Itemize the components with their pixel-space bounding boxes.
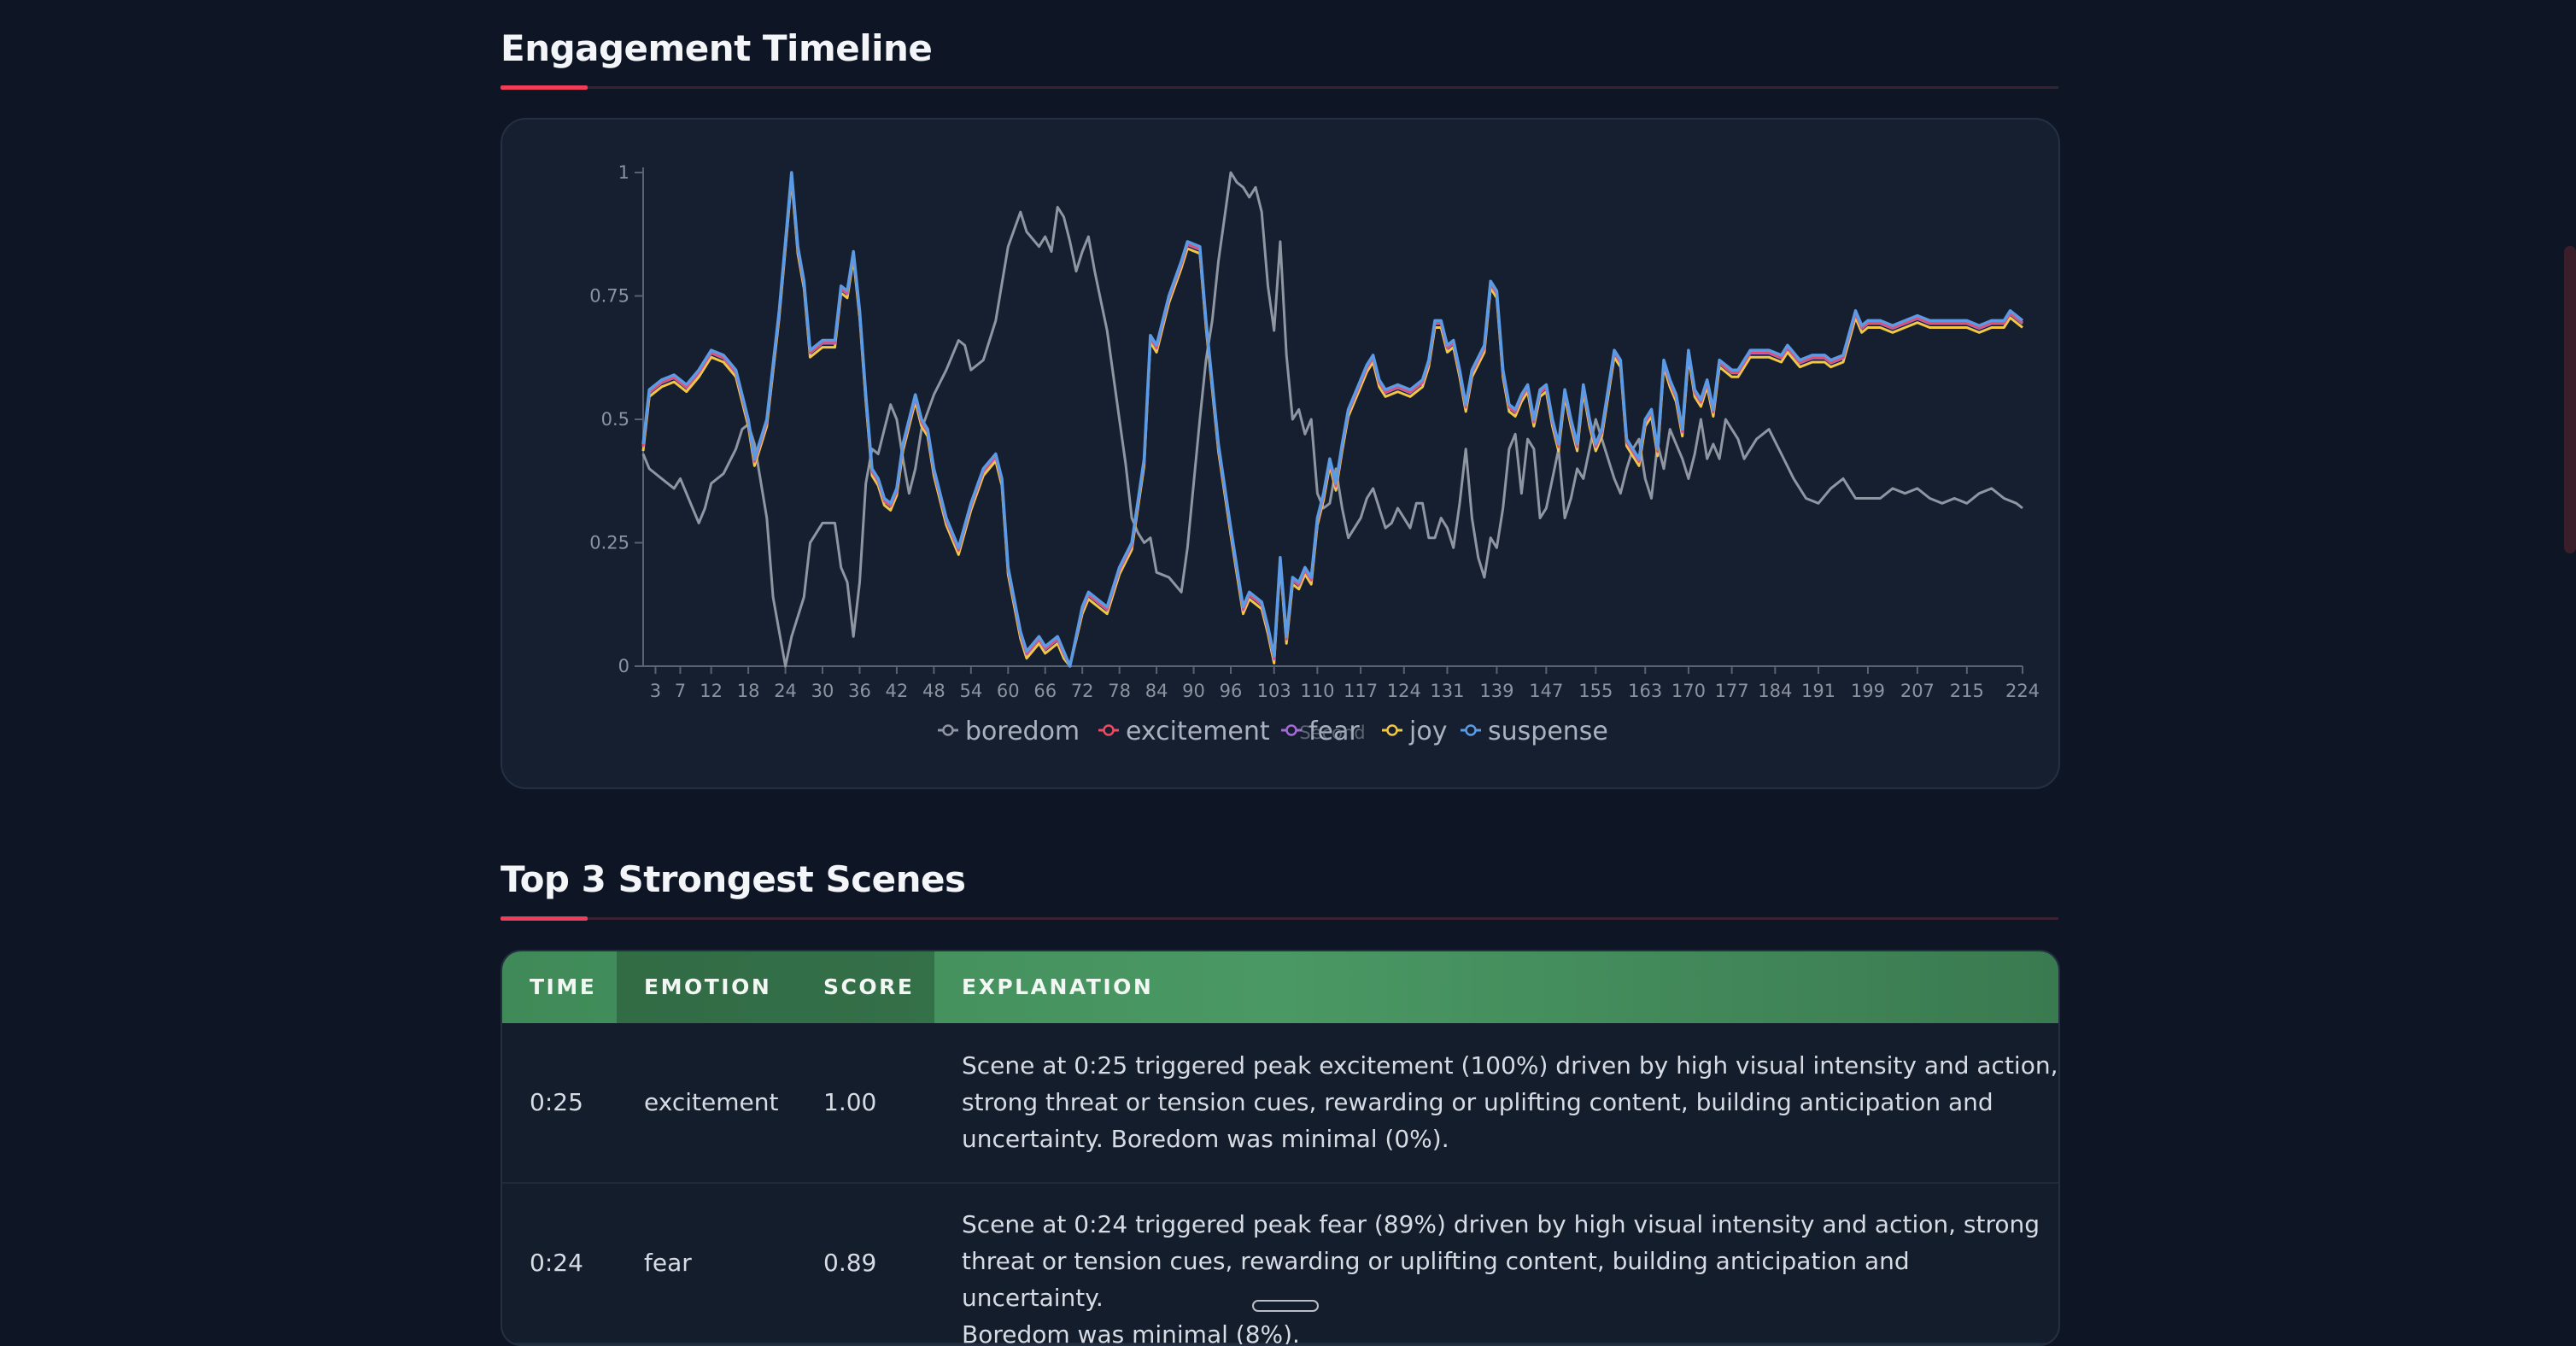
- top-scenes-title-rule: [501, 916, 2058, 921]
- row-time: 0:25: [530, 1088, 583, 1116]
- x-tick-label: 139: [1479, 681, 1513, 701]
- engagement-chart-card: 0 0.25 0.5 0.75 1 3 7 12 18 24 30 36 42 48 54 60 66 72 78 8…: [501, 118, 2060, 789]
- engagement-title-accent: [501, 85, 588, 90]
- series-line-suspense: [641, 171, 2024, 668]
- x-tick-label: 170: [1671, 681, 1706, 701]
- y-tick-label: 1: [618, 162, 629, 183]
- x-tick-label: 110: [1300, 681, 1334, 701]
- top-scenes-table: TIME EMOTION SCORE EXPLANATION 0:25 exci…: [501, 950, 2060, 1346]
- x-tick-label: 7: [675, 681, 686, 701]
- legend-marker-suspense: [1465, 724, 1477, 736]
- x-tick-label: 18: [737, 681, 760, 701]
- legend-label-excitement: excitement: [1126, 717, 1270, 746]
- explanation-line: Boredom was minimal (8%).: [962, 1320, 1300, 1346]
- x-tick-label: 124: [1387, 681, 1421, 701]
- page-scrollbar[interactable]: [2564, 246, 2576, 553]
- column-header-emotion[interactable]: EMOTION: [617, 951, 796, 1023]
- y-tick-label: 0: [618, 656, 629, 676]
- x-tick-label: 199: [1851, 681, 1885, 701]
- row-emotion: fear: [644, 1249, 692, 1277]
- x-axis-title: Second: [1299, 723, 1365, 743]
- explanation-line: strong threat or tension cues, rewarding…: [962, 1088, 1993, 1116]
- table-row: 0:25 excitement 1.00 Scene at 0:25 trigg…: [502, 1023, 2058, 1184]
- x-tick-label: 60: [997, 681, 1020, 701]
- x-tick-label: 12: [700, 681, 723, 701]
- x-tick-label: 54: [959, 681, 982, 701]
- series-line-fear: [641, 174, 2023, 668]
- legend-label-joy: joy: [1408, 717, 1447, 746]
- explanation-line: uncertainty. Boredom was minimal (0%).: [962, 1125, 1449, 1153]
- x-tick-label: 163: [1628, 681, 1662, 701]
- x-tick-label: 103: [1257, 681, 1291, 701]
- x-tick-label: 207: [1900, 681, 1935, 701]
- x-tick-label: 24: [774, 681, 797, 701]
- row-emotion: excitement: [644, 1088, 779, 1116]
- row-time: 0:24: [530, 1249, 583, 1277]
- explanation-line: threat or tension cues, rewarding or upl…: [962, 1247, 1910, 1312]
- x-tick-label: 42: [886, 681, 909, 701]
- table-header: TIME EMOTION SCORE EXPLANATION: [502, 951, 2058, 1023]
- x-tick-label: 117: [1344, 681, 1378, 701]
- series-line-joy: [641, 178, 2023, 668]
- engagement-timeline-title: Engagement Timeline: [501, 27, 933, 69]
- x-tick-label: 147: [1529, 681, 1563, 701]
- row-explanation: Scene at 0:24 triggered peak fear (89%) …: [962, 1206, 2058, 1346]
- legend-label-boredom: boredom: [965, 717, 1080, 746]
- x-tick-label: 48: [922, 681, 946, 701]
- x-tick-label: 96: [1220, 681, 1243, 701]
- series-line-boredom: [641, 171, 2023, 668]
- x-tick-label: 177: [1715, 681, 1749, 701]
- legend-label-suspense: suspense: [1488, 717, 1608, 746]
- y-tick-label: 0.5: [601, 409, 629, 430]
- legend-marker-fear: [1285, 724, 1297, 736]
- x-tick-label: 191: [1801, 681, 1835, 701]
- x-tick-label: 66: [1033, 681, 1057, 701]
- column-header-score[interactable]: SCORE: [796, 951, 934, 1023]
- x-tick-label: 90: [1182, 681, 1205, 701]
- scroll-indicator-pill[interactable]: [1252, 1300, 1319, 1312]
- row-score: 0.89: [823, 1249, 877, 1277]
- explanation-line: Scene at 0:25 triggered peak excitement …: [962, 1051, 2058, 1080]
- legend-marker-joy: [1386, 724, 1398, 736]
- x-tick-label: 78: [1108, 681, 1131, 701]
- row-explanation: Scene at 0:25 triggered peak excitement …: [962, 1047, 2058, 1157]
- series-line-excitement: [641, 173, 2023, 668]
- x-tick-label: 84: [1145, 681, 1168, 701]
- x-tick-label: 224: [2005, 681, 2040, 701]
- x-tick-label: 30: [811, 681, 834, 701]
- engagement-title-rule: [501, 85, 2058, 90]
- column-header-explanation[interactable]: EXPLANATION: [962, 974, 1154, 999]
- column-header-time[interactable]: TIME: [530, 974, 597, 999]
- legend-marker-boredom: [942, 724, 954, 736]
- x-tick-label: 184: [1758, 681, 1792, 701]
- y-tick-label: 0.25: [589, 533, 629, 553]
- x-tick-label: 36: [848, 681, 871, 701]
- top-scenes-title-accent: [501, 916, 588, 921]
- x-tick-label: 155: [1578, 681, 1613, 701]
- table-row: 0:24 fear 0.89 Scene at 0:24 triggered p…: [502, 1184, 2058, 1344]
- x-tick-label: 72: [1071, 681, 1094, 701]
- explanation-line: Scene at 0:24 triggered peak fear (89%) …: [962, 1210, 2040, 1238]
- legend-label-fear: fear: [1308, 717, 1360, 746]
- legend-marker-excitement: [1103, 724, 1115, 736]
- y-tick-label: 0.75: [589, 286, 629, 307]
- x-tick-label: 131: [1430, 681, 1464, 701]
- x-tick-label: 3: [650, 681, 661, 701]
- row-score: 1.00: [823, 1088, 877, 1116]
- top-scenes-title: Top 3 Strongest Scenes: [501, 858, 966, 900]
- engagement-line-chart: 0 0.25 0.5 0.75 1 3 7 12 18 24 30 36 42 48 54 60 66 72 78 8…: [589, 162, 2040, 746]
- x-tick-label: 215: [1950, 681, 1984, 701]
